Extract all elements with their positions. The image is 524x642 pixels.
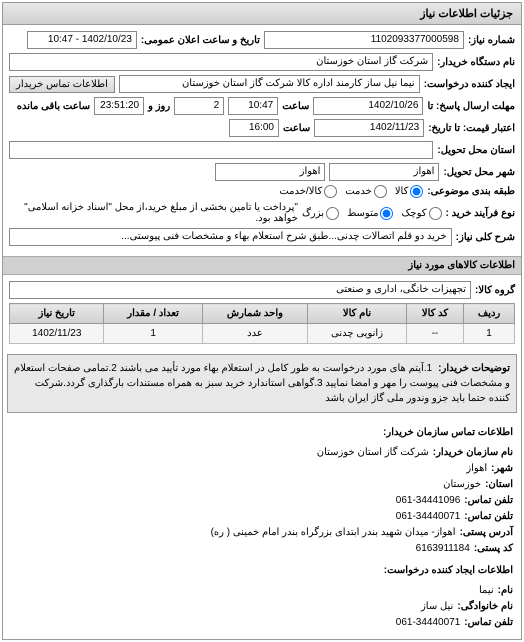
c-ctel-value: 061-34440071 (396, 615, 461, 631)
city-field-2: اهواز (215, 163, 325, 181)
cell-date: 1402/11/23 (10, 324, 104, 344)
days-label: روز و (148, 101, 170, 112)
deadline-time-field: 10:47 (228, 97, 278, 115)
city-field-1: اهواز (329, 163, 439, 181)
c-name-value: نیما (479, 583, 494, 599)
c-province-label: استان: (485, 477, 513, 493)
creator-label: ایجاد کننده درخواست: (424, 79, 515, 90)
c-fax-value: 061-34440071 (396, 509, 461, 525)
process-label: نوع فرآیند خرید : (446, 208, 515, 219)
form-section: شماره نیاز: 1102093377000598 تاریخ و ساع… (3, 25, 521, 256)
cell-row: 1 (464, 324, 515, 344)
org-label: نام سازمان خریدار: (433, 445, 513, 461)
c-addr-label: آدرس پستی: (460, 525, 513, 541)
process-large-radio[interactable]: بزرگ (302, 207, 339, 220)
col-row: ردیف (464, 304, 515, 324)
radio-service[interactable] (374, 185, 387, 198)
province-label: استان محل تحویل: (437, 145, 515, 156)
process-note: "پرداخت یا تامین بخشی از مبلغ خرید،از مح… (9, 202, 298, 224)
description-box: توضیحات خریدار: 1.آیتم های مورد درخواست … (7, 354, 517, 413)
c-name-label: نام: (498, 583, 513, 599)
province-field (9, 141, 433, 159)
c-post-label: کد پستی: (474, 541, 513, 557)
cell-unit: عدد (202, 324, 307, 344)
process-medium-radio[interactable]: متوسط (347, 207, 393, 220)
pkg-service-radio[interactable]: خدمت (345, 185, 387, 198)
panel-title: جزئیات اطلاعات نیاز (3, 3, 521, 25)
table-row: 1 -- زانویی چدنی عدد 1 1402/11/23 (10, 324, 515, 344)
c-city-label: شهر: (491, 461, 513, 477)
c-province-value: خوزستان (443, 477, 481, 493)
creator-header: اطلاعات ایجاد کننده درخواست: (11, 563, 513, 579)
announce-field: 1402/10/23 - 10:47 (27, 31, 137, 49)
col-code: کد کالا (406, 304, 463, 324)
group-label: گروه کالا: (475, 285, 515, 296)
days-field: 2 (174, 97, 224, 115)
time-label-1: ساعت (282, 101, 309, 112)
goods-header: اطلاعات کالاهای مورد نیاز (3, 256, 521, 275)
org-value: شرکت گاز استان خوزستان (317, 445, 429, 461)
contact-header: اطلاعات تماس سازمان خریدار: (11, 425, 513, 441)
announce-label: تاریخ و ساعت اعلان عمومی: (141, 35, 260, 46)
radio-large[interactable] (326, 207, 339, 220)
contact-section: اطلاعات تماس سازمان خریدار: نام سازمان خ… (3, 417, 521, 639)
deadline-label: مهلت ارسال پاسخ: تا (427, 101, 515, 112)
c-fax-label: تلفن تماس: (464, 509, 513, 525)
goods-section: گروه کالا: تجهیزات خانگی، اداری و صنعتی … (3, 275, 521, 350)
validity-label: اعتبار قیمت: تا تاریخ: (428, 123, 515, 134)
remain-time-field: 23:51:20 (94, 97, 144, 115)
pkg-radio-group: کالا خدمت کالا/خدمت (279, 185, 423, 198)
contact-info-button[interactable]: اطلاعات تماس خریدار (9, 76, 115, 93)
c-family-value: نیل ساز (421, 599, 453, 615)
cell-name: زانویی چدنی (308, 324, 407, 344)
validity-time-field: 16:00 (229, 119, 279, 137)
goods-table: ردیف کد کالا نام کالا واحد شمارش تعداد /… (9, 303, 515, 344)
c-tel-label: تلفن تماس: (464, 493, 513, 509)
cell-qty: 1 (104, 324, 202, 344)
req-no-label: شماره نیاز: (468, 35, 515, 46)
group-field: تجهیزات خانگی، اداری و صنعتی (9, 281, 471, 299)
radio-small[interactable] (429, 207, 442, 220)
desc-text: 1.آیتم های مورد درخواست به طور کامل در ا… (14, 363, 510, 404)
radio-both[interactable] (324, 185, 337, 198)
col-name: نام کالا (308, 304, 407, 324)
radio-medium[interactable] (380, 207, 393, 220)
c-ctel-label: تلفن تماس: (464, 615, 513, 631)
validity-date-field: 1402/11/23 (314, 119, 424, 137)
c-city-value: اهواز (466, 461, 487, 477)
c-family-label: نام خانوادگی: (457, 599, 513, 615)
process-small-radio[interactable]: کوچک (401, 207, 441, 220)
main-panel: جزئیات اطلاعات نیاز شماره نیاز: 11020933… (2, 2, 522, 640)
general-field: خرید دو قلم اتصالات چدنی...طبق شرح استعل… (9, 228, 452, 246)
city-label: شهر محل تحویل: (443, 167, 515, 178)
c-tel-value: 061-34441096 (396, 493, 461, 509)
c-addr-value: اهواز- میدان شهید بندر ابتدای بزرگراه بن… (211, 525, 456, 541)
general-label: شرح کلی نیاز: (456, 232, 515, 243)
pkg-label: طبقه بندی موضوعی: (427, 186, 515, 197)
remain-label: ساعت باقی مانده (17, 101, 90, 112)
radio-goods[interactable] (410, 185, 423, 198)
col-qty: تعداد / مقدار (104, 304, 202, 324)
deadline-date-field: 1402/10/26 (313, 97, 423, 115)
time-label-2: ساعت (283, 123, 310, 134)
pkg-both-radio[interactable]: کالا/خدمت (279, 185, 337, 198)
buyer-field: شرکت گاز استان خوزستان (9, 53, 433, 71)
c-post-value: 6163911184 (416, 541, 470, 557)
table-header-row: ردیف کد کالا نام کالا واحد شمارش تعداد /… (10, 304, 515, 324)
req-no-field: 1102093377000598 (264, 31, 464, 49)
desc-label: توضیحات خریدار: (438, 361, 510, 376)
cell-code: -- (406, 324, 463, 344)
col-unit: واحد شمارش (202, 304, 307, 324)
buyer-label: نام دستگاه خریدار: (437, 57, 515, 68)
process-radio-group: کوچک متوسط بزرگ (302, 207, 442, 220)
col-date: تاریخ نیاز (10, 304, 104, 324)
creator-field: نیما نیل ساز کارمند اداره کالا شرکت گاز … (119, 75, 420, 93)
pkg-goods-radio[interactable]: کالا (395, 185, 424, 198)
